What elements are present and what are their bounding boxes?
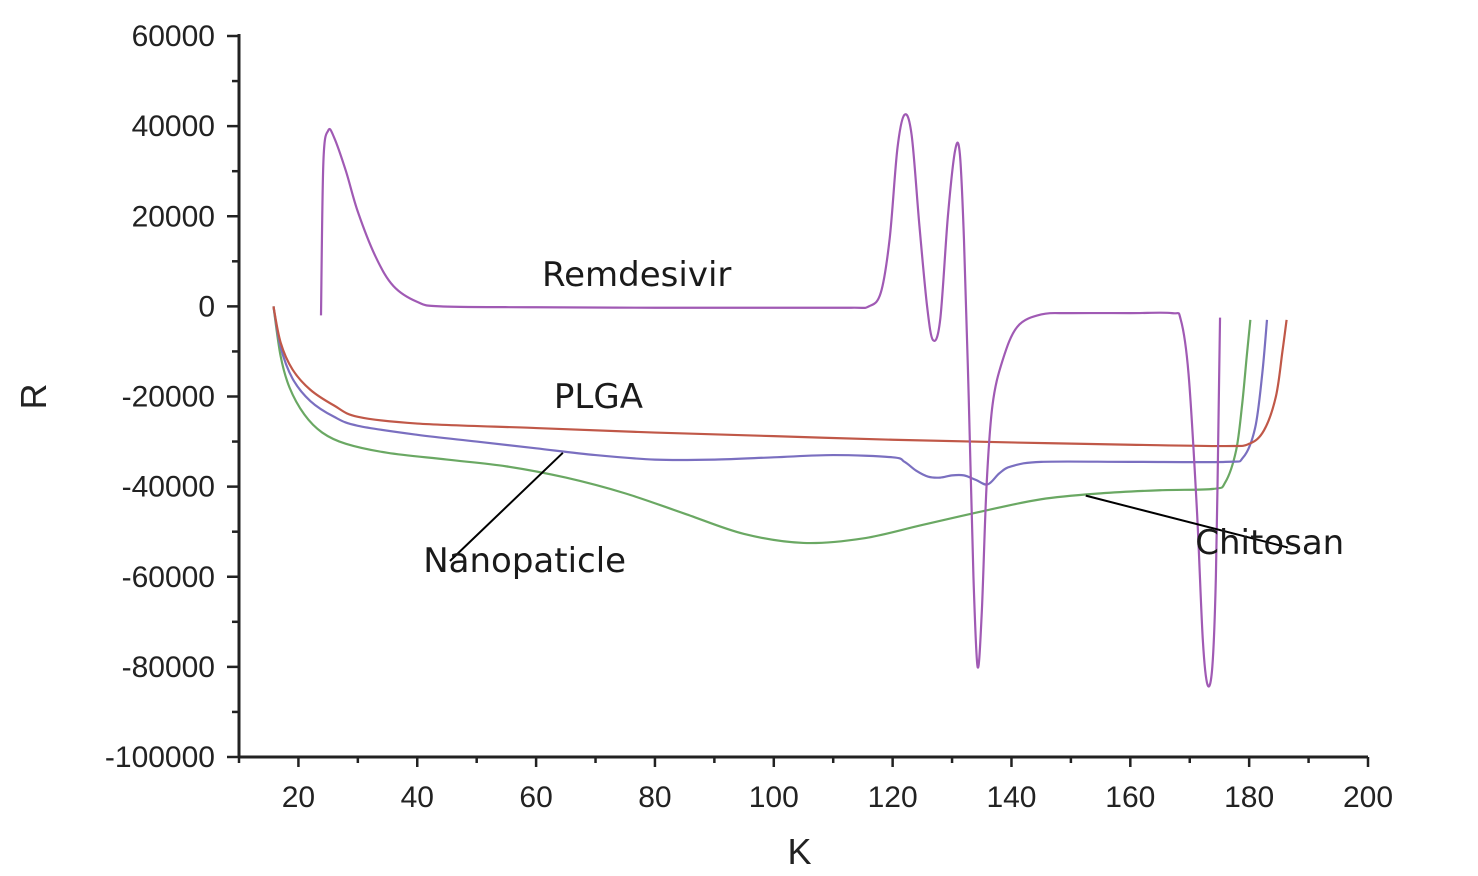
x-tick-label: 40 xyxy=(401,781,434,814)
y-tick-label: 0 xyxy=(198,290,215,323)
series-label-plga: PLGA xyxy=(554,377,643,417)
y-axis-title: R xyxy=(13,384,54,410)
series-line-remdesivir xyxy=(319,113,1222,688)
x-tick-label: 100 xyxy=(749,781,799,814)
leader-line-chitosan xyxy=(1085,494,1289,549)
y-tick-label: -100000 xyxy=(105,741,215,774)
x-tick-label: 140 xyxy=(986,781,1036,814)
y-tick-label: -40000 xyxy=(122,471,215,504)
x-tick-label: 200 xyxy=(1343,781,1393,814)
x-tick-label: 80 xyxy=(638,781,671,814)
x-tick-label: 160 xyxy=(1105,781,1155,814)
leader-line-nanopaticle xyxy=(449,452,564,562)
x-tick-label: 120 xyxy=(868,781,918,814)
series-line-plga xyxy=(272,306,1288,448)
series-label-remdesivir: Remdesivir xyxy=(542,255,731,295)
x-tick-label: 20 xyxy=(282,781,315,814)
x-tick-label: 60 xyxy=(519,781,552,814)
y-tick-label: 20000 xyxy=(132,200,215,233)
series-line-nanopaticle xyxy=(272,306,1269,486)
x-axis-title: K xyxy=(787,831,811,872)
y-tick-label: -80000 xyxy=(122,651,215,684)
annotation-layer: Remdesivir PLGA Nanopaticle Chitosan xyxy=(423,255,1344,581)
axes: 20 40 60 80 100 120 140 160 180 200 60000 40000 2000… xyxy=(105,20,1393,814)
y-tick-label: -60000 xyxy=(122,561,215,594)
x-tick-label: 180 xyxy=(1224,781,1274,814)
series-line-chitosan xyxy=(272,306,1252,545)
y-tick-label: -20000 xyxy=(122,381,215,414)
y-tick-label: 60000 xyxy=(132,20,215,53)
series-label-nanopaticle: Nanopaticle xyxy=(423,541,626,581)
series-layer xyxy=(272,113,1288,688)
y-tick-label: 40000 xyxy=(132,110,215,143)
series-label-chitosan: Chitosan xyxy=(1195,523,1344,563)
